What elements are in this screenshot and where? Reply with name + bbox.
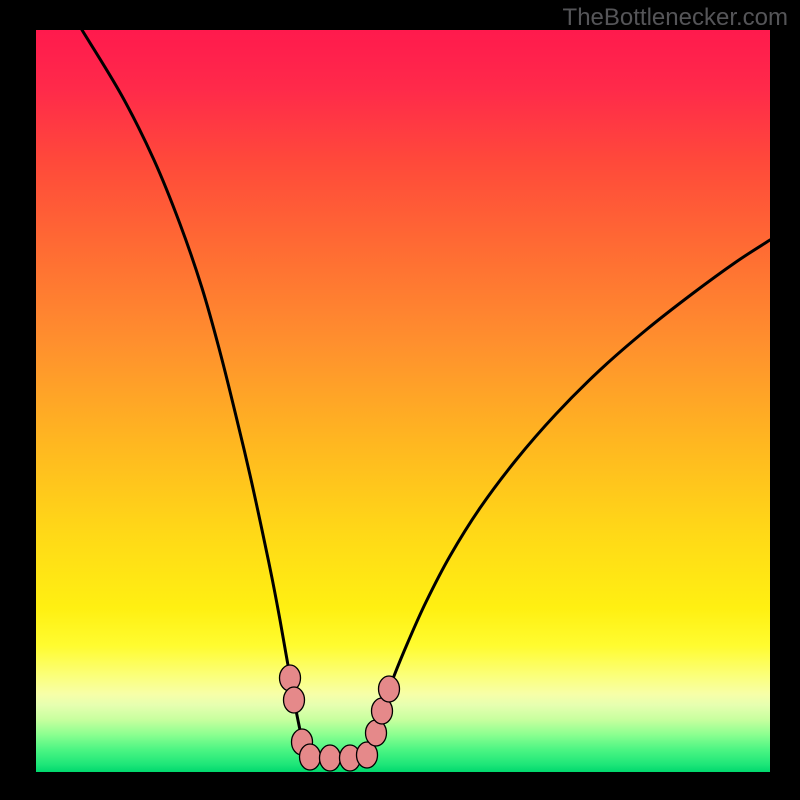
- root-canvas: TheBottlenecker.com: [0, 0, 800, 800]
- plot-area: [36, 30, 770, 772]
- marker-point: [320, 745, 341, 771]
- chart-svg: [36, 30, 770, 772]
- curve-right: [369, 240, 770, 757]
- watermark-text: TheBottlenecker.com: [563, 4, 788, 32]
- curve-left: [82, 30, 306, 757]
- marker-point: [379, 676, 400, 702]
- marker-point: [300, 744, 321, 770]
- marker-point: [284, 687, 305, 713]
